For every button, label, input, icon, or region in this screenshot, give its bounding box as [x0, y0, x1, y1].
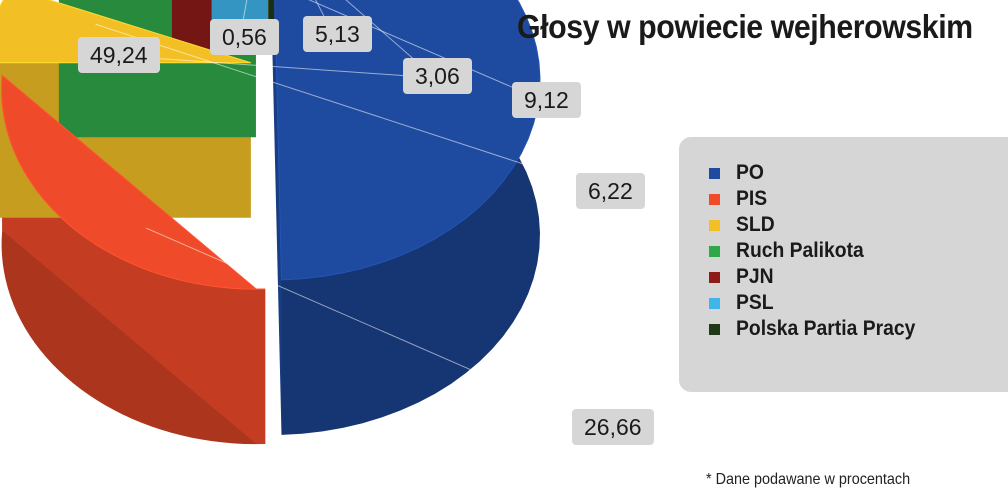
data-label-pjn: 3,06 — [403, 58, 472, 94]
legend-swatch — [709, 271, 720, 283]
leader-line-pis — [146, 227, 603, 428]
legend-item-psl: PSL — [709, 290, 931, 316]
legend-item-po: PO — [709, 160, 931, 186]
data-label-po: 49,24 — [78, 37, 160, 73]
legend-panel — [679, 137, 1008, 392]
pie-slice-wall-start-polska-partia-pracy — [268, 0, 272, 22]
data-label-psl: 5,13 — [303, 16, 372, 52]
pie-slice-wall-start-pis — [256, 289, 266, 445]
pie-slice-pis — [1, 74, 266, 290]
legend-label: PSL — [736, 291, 774, 314]
legend-label: PIS — [736, 187, 768, 210]
data-label-pis: 26,66 — [572, 409, 654, 445]
legend-swatch — [709, 167, 720, 179]
legend: PO PIS SLD Ruch Palikota PJN PSL Polska Partia… — [709, 160, 931, 342]
pie-slice-po — [274, 0, 541, 281]
legend-swatch — [709, 245, 720, 257]
legend-label: PO — [736, 161, 764, 184]
pie-slice-side-po — [275, 0, 540, 435]
legend-label: PJN — [736, 265, 774, 288]
legend-item-polska-partia-pracy: Polska Partia Pracy — [709, 316, 931, 342]
legend-swatch — [709, 219, 720, 231]
chart-title: Głosy w powiecie wejherowskim — [517, 8, 973, 45]
legend-item-pjn: PJN — [709, 264, 931, 290]
pie-slice-sld — [0, 0, 251, 64]
legend-label: Ruch Palikota — [736, 239, 864, 262]
legend-swatch — [709, 193, 720, 205]
leader-line-po — [107, 54, 433, 79]
leader-line-sld — [95, 23, 607, 192]
legend-swatch — [709, 323, 720, 335]
pie-slice-wall-end-polska-partia-pracy — [271, 0, 274, 22]
legend-label: SLD — [736, 213, 775, 236]
data-label-polska-partia-pracy: 0,56 — [210, 19, 279, 55]
leader-line-psl — [315, 0, 334, 35]
legend-swatch — [709, 297, 720, 309]
data-label-sld: 6,22 — [576, 173, 645, 209]
legend-item-ruch-palikota: Ruch Palikota — [709, 238, 931, 264]
leader-line-polska-partia-pracy — [239, 0, 248, 38]
footnote: * Dane podawane w procentach — [706, 471, 911, 488]
pie-slice-wall-end-po — [272, 0, 282, 435]
leader-line-pjn — [345, 0, 434, 77]
legend-item-pis: PIS — [709, 186, 931, 212]
legend-item-sld: SLD — [709, 212, 931, 238]
data-label-ruch-palikota: 9,12 — [512, 82, 581, 118]
legend-label: Polska Partia Pracy — [736, 317, 916, 340]
